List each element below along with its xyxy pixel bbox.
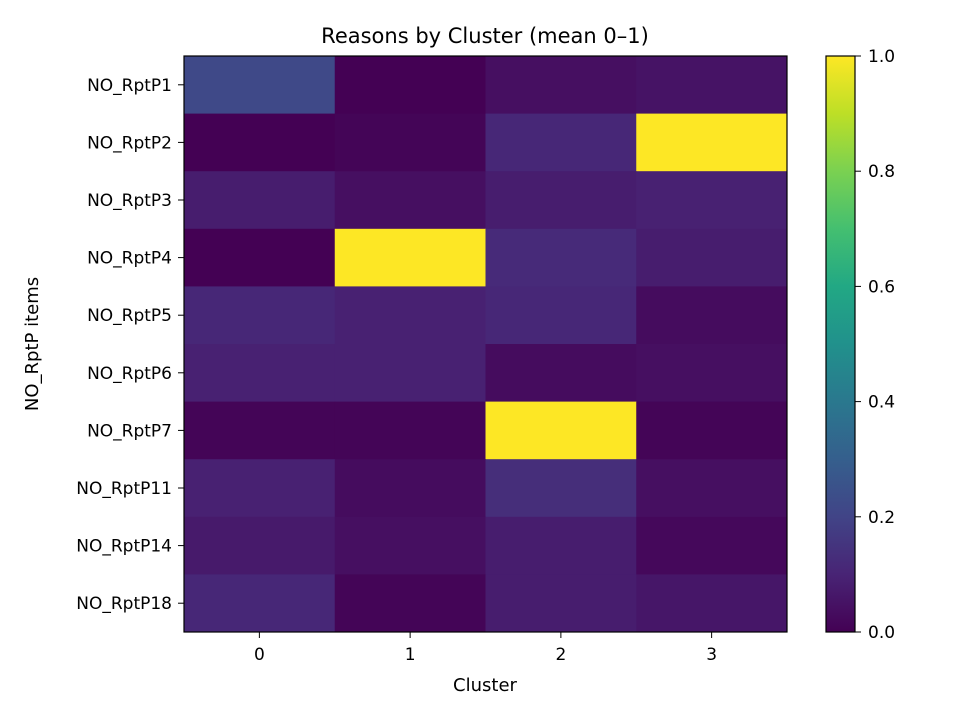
heatmap-cell (485, 459, 637, 518)
heatmap-cell (334, 401, 486, 460)
colorbar-tick-label: 0.0 (868, 623, 895, 643)
heatmap-cell (636, 574, 788, 633)
chart-title: Reasons by Cluster (mean 0–1) (321, 24, 649, 48)
y-tick-label: NO_RptP1 (87, 76, 172, 96)
heatmap-cell (184, 344, 336, 403)
y-tick-label: NO_RptP6 (87, 364, 172, 384)
heatmap-cell (485, 344, 637, 403)
heatmap-cell (184, 113, 336, 172)
heatmap-cell (334, 286, 486, 345)
heatmap-cells (184, 56, 788, 633)
heatmap-cell (334, 113, 486, 172)
x-tick-label: 3 (706, 645, 717, 665)
y-tick-label: NO_RptP7 (87, 421, 172, 441)
y-tick-label: NO_RptP5 (87, 306, 172, 326)
heatmap-cell (184, 401, 336, 460)
heatmap-cell (184, 286, 336, 345)
colorbar (825, 55, 856, 633)
heatmap-cell (636, 286, 788, 345)
heatmap-cell (485, 171, 637, 230)
heatmap-cell (636, 228, 788, 287)
heatmap-cell (636, 171, 788, 230)
heatmap-cell (636, 344, 788, 403)
heatmap-cell (334, 516, 486, 575)
heatmap-cell (334, 171, 486, 230)
heatmap-cell (485, 286, 637, 345)
heatmap-cell (334, 574, 486, 633)
y-tick-label: NO_RptP3 (87, 191, 172, 211)
heatmap-cell (334, 344, 486, 403)
x-axis-ticks: 0 1 2 3 (254, 632, 717, 665)
y-tick-label: NO_RptP14 (76, 537, 172, 557)
colorbar-tick-label: 0.8 (868, 162, 895, 182)
heatmap-cell (636, 516, 788, 575)
heatmap-cell (334, 459, 486, 518)
heatmap-cell (184, 516, 336, 575)
y-tick-label: NO_RptP2 (87, 133, 172, 153)
heatmap-cell (334, 56, 486, 115)
x-tick-label: 2 (555, 645, 566, 665)
heatmap-cell (636, 401, 788, 460)
heatmap-cell (485, 574, 637, 633)
y-axis-label: NO_RptP items (22, 277, 43, 411)
heatmap-cell (636, 459, 788, 518)
heatmap-cell (184, 574, 336, 633)
x-tick-label: 1 (405, 645, 416, 665)
heatmap-cell (184, 228, 336, 287)
y-tick-label: NO_RptP4 (87, 249, 172, 269)
heatmap-cell (636, 56, 788, 115)
heatmap-cell (485, 56, 637, 115)
heatmap-cell (184, 171, 336, 230)
heatmap-cell (636, 113, 788, 172)
y-tick-label: NO_RptP11 (76, 479, 172, 499)
colorbar-ticks: 0.0 0.2 0.4 0.6 0.8 1.0 (855, 47, 895, 643)
heatmap-cell (485, 113, 637, 172)
x-tick-label: 0 (254, 645, 265, 665)
colorbar-tick-label: 0.6 (868, 277, 895, 297)
heatmap-cell (485, 401, 637, 460)
heatmap-cell (334, 228, 486, 287)
colorbar-tick-label: 0.4 (868, 393, 895, 413)
y-axis-ticks: NO_RptP1 NO_RptP2 NO_RptP3 NO_RptP4 NO_RptP5… (76, 76, 184, 614)
heatmap-cell (485, 228, 637, 287)
heatmap-cell (485, 516, 637, 575)
x-axis-label: Cluster (453, 675, 517, 696)
plot-frame (183, 55, 788, 633)
heatmap-cell (184, 459, 336, 518)
colorbar-tick-label: 1.0 (868, 47, 895, 67)
colorbar-tick-label: 0.2 (868, 508, 895, 528)
y-tick-label: NO_RptP18 (76, 594, 172, 614)
heatmap-cell (184, 56, 336, 115)
